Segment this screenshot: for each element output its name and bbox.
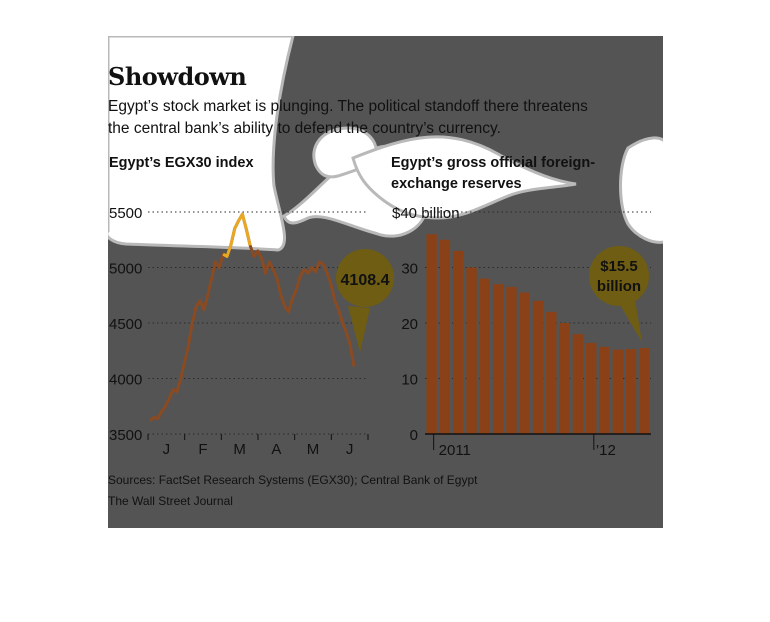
bar bbox=[426, 234, 437, 434]
bar bbox=[492, 284, 504, 434]
bar bbox=[439, 239, 451, 434]
egx30-line-highlight bbox=[222, 212, 252, 258]
egx30-line-chart: 3500 4000 4500 5000 5500 J F M A M J 4108.4 bbox=[109, 205, 394, 458]
bar bbox=[453, 250, 464, 434]
callout-pointer bbox=[348, 306, 370, 353]
y-tick-label: 20 bbox=[401, 316, 418, 333]
reserves-bar-chart: 0 10 20 30 $40 billion 2011 ’12 $15.5 billion bbox=[392, 205, 651, 459]
white-blob-decoration bbox=[108, 36, 663, 252]
y-tick-label: $40 billion bbox=[392, 205, 460, 222]
y-tick-label: 0 bbox=[410, 427, 418, 444]
x-tick-label: M bbox=[233, 441, 246, 458]
bar bbox=[612, 349, 623, 434]
bar bbox=[599, 346, 610, 434]
callout-pointer bbox=[616, 294, 642, 342]
y-tick-label: 30 bbox=[401, 261, 418, 278]
x-tick-label: A bbox=[271, 441, 281, 458]
callout-value: 4108.4 bbox=[341, 272, 390, 289]
reserves-title-line: exchange reserves bbox=[391, 176, 522, 192]
callout-unit: billion bbox=[597, 278, 641, 295]
subtitle-line: the central bank’s ability to defend the… bbox=[108, 120, 501, 137]
x-tick-label: J bbox=[163, 441, 171, 458]
x-tick-label: F bbox=[198, 441, 207, 458]
sources-note: Sources: FactSet Research Systems (EGX30… bbox=[108, 473, 478, 487]
y-tick-label: 5500 bbox=[109, 205, 142, 222]
callout-bubble bbox=[589, 246, 649, 306]
bar bbox=[546, 311, 557, 434]
credit-note: The Wall Street Journal bbox=[108, 494, 233, 508]
bar bbox=[572, 334, 584, 434]
bar bbox=[639, 347, 650, 434]
bar bbox=[559, 323, 570, 434]
callout-value: $15.5 bbox=[600, 258, 638, 275]
bar bbox=[532, 300, 544, 434]
callout-bubble bbox=[336, 249, 394, 307]
chart-panel: 3500 4000 4500 5000 5500 J F M A M J 4108.4 0 10 20 30… bbox=[108, 36, 663, 528]
reserves-title-line: Egypt’s gross official foreign- bbox=[391, 155, 596, 171]
x-tick-label: 2011 bbox=[439, 442, 471, 459]
egx30-chart-title: Egypt’s EGX30 index bbox=[109, 155, 254, 171]
bar bbox=[506, 286, 517, 434]
y-tick-label: 4000 bbox=[109, 372, 142, 389]
headline: Showdown bbox=[108, 62, 247, 91]
bar bbox=[519, 292, 530, 434]
y-tick-label: 10 bbox=[401, 372, 418, 389]
subtitle: Egypt’s stock market is plunging. The po… bbox=[108, 96, 658, 140]
y-tick-label: 4500 bbox=[109, 316, 142, 333]
bar bbox=[585, 342, 597, 434]
x-tick-label: M bbox=[307, 441, 320, 458]
bar bbox=[625, 349, 637, 434]
egx30-line bbox=[149, 212, 356, 422]
x-tick-label: J bbox=[346, 441, 354, 458]
bar bbox=[466, 267, 477, 434]
y-tick-label: 5000 bbox=[109, 261, 142, 278]
x-tick-label: ’12 bbox=[596, 442, 616, 459]
chart-graphic: 3500 4000 4500 5000 5500 J F M A M J 4108.4 0 10 20 30… bbox=[108, 36, 663, 459]
reserves-chart-title: Egypt’s gross official foreign- exchange… bbox=[391, 153, 595, 195]
subtitle-line: Egypt’s stock market is plunging. The po… bbox=[108, 98, 588, 115]
y-tick-label: 3500 bbox=[109, 427, 142, 444]
bar bbox=[479, 278, 491, 434]
